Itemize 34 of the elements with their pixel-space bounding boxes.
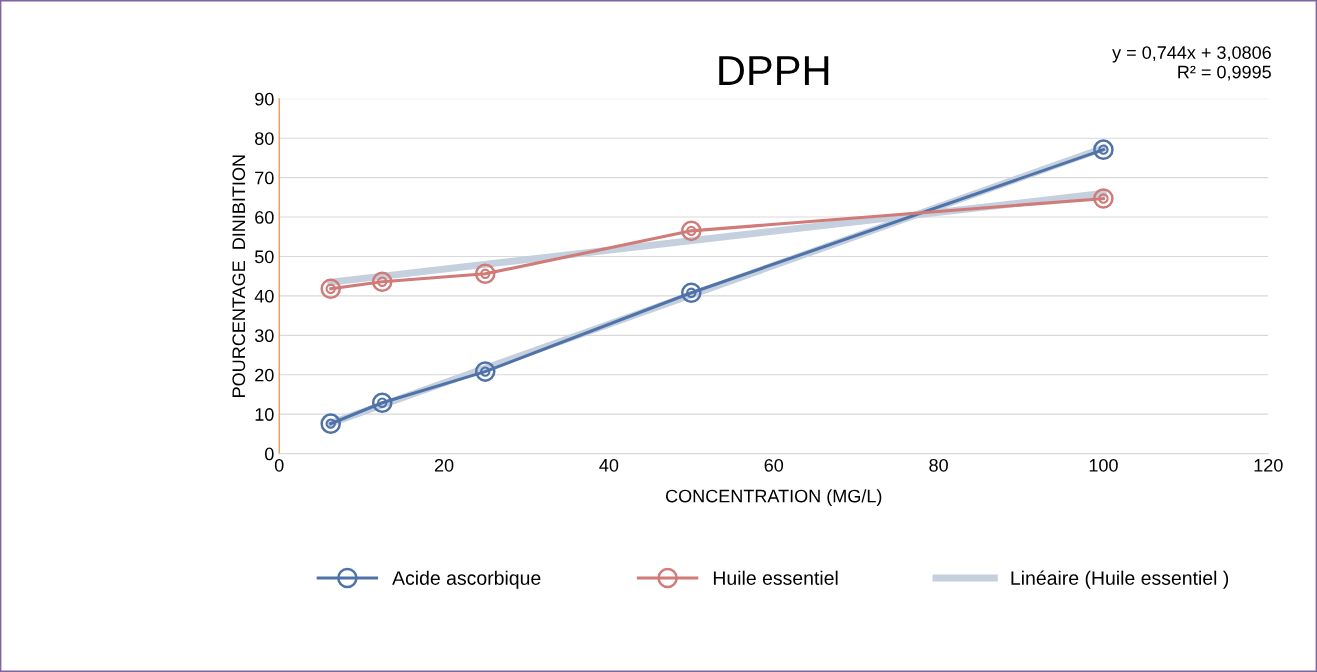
y-tick-label: 0 bbox=[265, 447, 274, 461]
legend-label: Linéaire (Huile essentiel ) bbox=[1011, 570, 1229, 589]
point bbox=[320, 278, 341, 300]
y-tick-label: 10 bbox=[255, 408, 274, 421]
x-tick-label: 0 bbox=[274, 458, 284, 472]
point bbox=[1093, 188, 1114, 209]
y-axis-title: POURCENTAGE DINIBITION bbox=[232, 155, 246, 397]
point bbox=[1093, 139, 1114, 160]
y-tick-label: 60 bbox=[255, 210, 274, 224]
point bbox=[474, 361, 496, 382]
x-tick-label: 20 bbox=[434, 458, 454, 472]
x-tick-label: 60 bbox=[764, 458, 784, 472]
x-tick-label: 80 bbox=[929, 458, 948, 472]
y-tick-label: 40 bbox=[254, 289, 274, 303]
chart-title: DPPH bbox=[719, 56, 829, 85]
x-tick-label: 40 bbox=[599, 458, 619, 472]
x-tick-label: 100 bbox=[1089, 458, 1118, 472]
point bbox=[681, 220, 702, 242]
point bbox=[681, 282, 702, 304]
x-axis-title: CONCENTRATION (MG/L) bbox=[665, 489, 882, 506]
y-tick-label: 50 bbox=[254, 250, 274, 264]
y-tick-label: 90 bbox=[255, 92, 274, 106]
y-tick-label: 30 bbox=[254, 329, 274, 343]
point bbox=[371, 271, 393, 292]
legend-label: Acide ascorbique bbox=[392, 570, 541, 589]
y-tick-label: 70 bbox=[255, 171, 274, 185]
point bbox=[371, 392, 393, 414]
point bbox=[320, 413, 341, 434]
text: y = 0,744x + 3,0806 R² = 0,9995 bbox=[1112, 46, 1271, 81]
y-tick-label: 80 bbox=[255, 132, 274, 145]
y-tick-label: 20 bbox=[255, 368, 274, 382]
point bbox=[474, 263, 496, 285]
x-tick-label: 120 bbox=[1254, 458, 1283, 472]
legend-label: Huile essentiel bbox=[713, 570, 838, 585]
